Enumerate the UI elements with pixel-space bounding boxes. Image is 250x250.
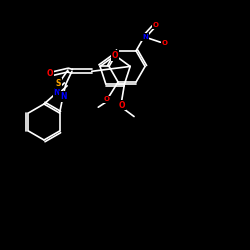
Text: O: O: [112, 51, 118, 60]
Text: N: N: [142, 34, 148, 40]
Text: O: O: [153, 22, 159, 28]
Text: O: O: [104, 96, 110, 102]
Text: N: N: [54, 88, 60, 97]
Text: O: O: [161, 40, 167, 46]
Text: O: O: [46, 69, 53, 78]
Text: S: S: [56, 79, 61, 88]
Text: N: N: [60, 92, 66, 101]
Text: O: O: [118, 101, 125, 110]
